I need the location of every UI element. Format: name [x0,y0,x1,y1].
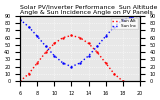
Text: Solar PV/Inverter Performance  Sun Altitude Angle & Sun Incidence Angle on PV Pa: Solar PV/Inverter Performance Sun Altitu… [20,4,157,15]
Legend: Sun Alt, Sun Inc: Sun Alt, Sun Inc [111,18,138,29]
